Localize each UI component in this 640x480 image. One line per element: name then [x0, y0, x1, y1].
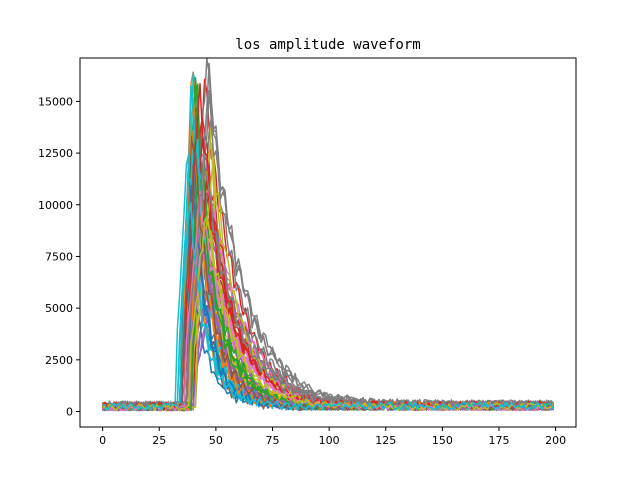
y-tick-label: 5000 — [45, 302, 73, 315]
x-tick-label: 50 — [209, 434, 223, 447]
x-tick-label: 25 — [152, 434, 166, 447]
x-tick-label: 200 — [545, 434, 566, 447]
y-tick-label: 0 — [66, 405, 73, 418]
x-tick-label: 175 — [488, 434, 509, 447]
waveform-series-line — [102, 202, 555, 411]
y-tick-label: 10000 — [38, 199, 73, 212]
y-axis: 0 2500 5000 7500 10000 12500 15000 — [38, 95, 80, 418]
x-tick-label: 75 — [266, 434, 280, 447]
y-tick-label: 2500 — [45, 354, 73, 367]
x-tick-label: 125 — [375, 434, 396, 447]
y-tick-label: 7500 — [45, 250, 73, 263]
x-axis: 0 25 50 75 100 125 150 175 200 — [99, 427, 566, 447]
series-layer — [101, 58, 555, 412]
x-tick-label: 0 — [99, 434, 106, 447]
y-tick-label: 15000 — [38, 95, 73, 108]
plot-frame — [79, 57, 577, 428]
chart-title: los amplitude waveform — [235, 37, 420, 53]
y-tick-label: 12500 — [38, 147, 73, 160]
x-tick-label: 150 — [432, 434, 453, 447]
x-tick-label: 100 — [319, 434, 340, 447]
